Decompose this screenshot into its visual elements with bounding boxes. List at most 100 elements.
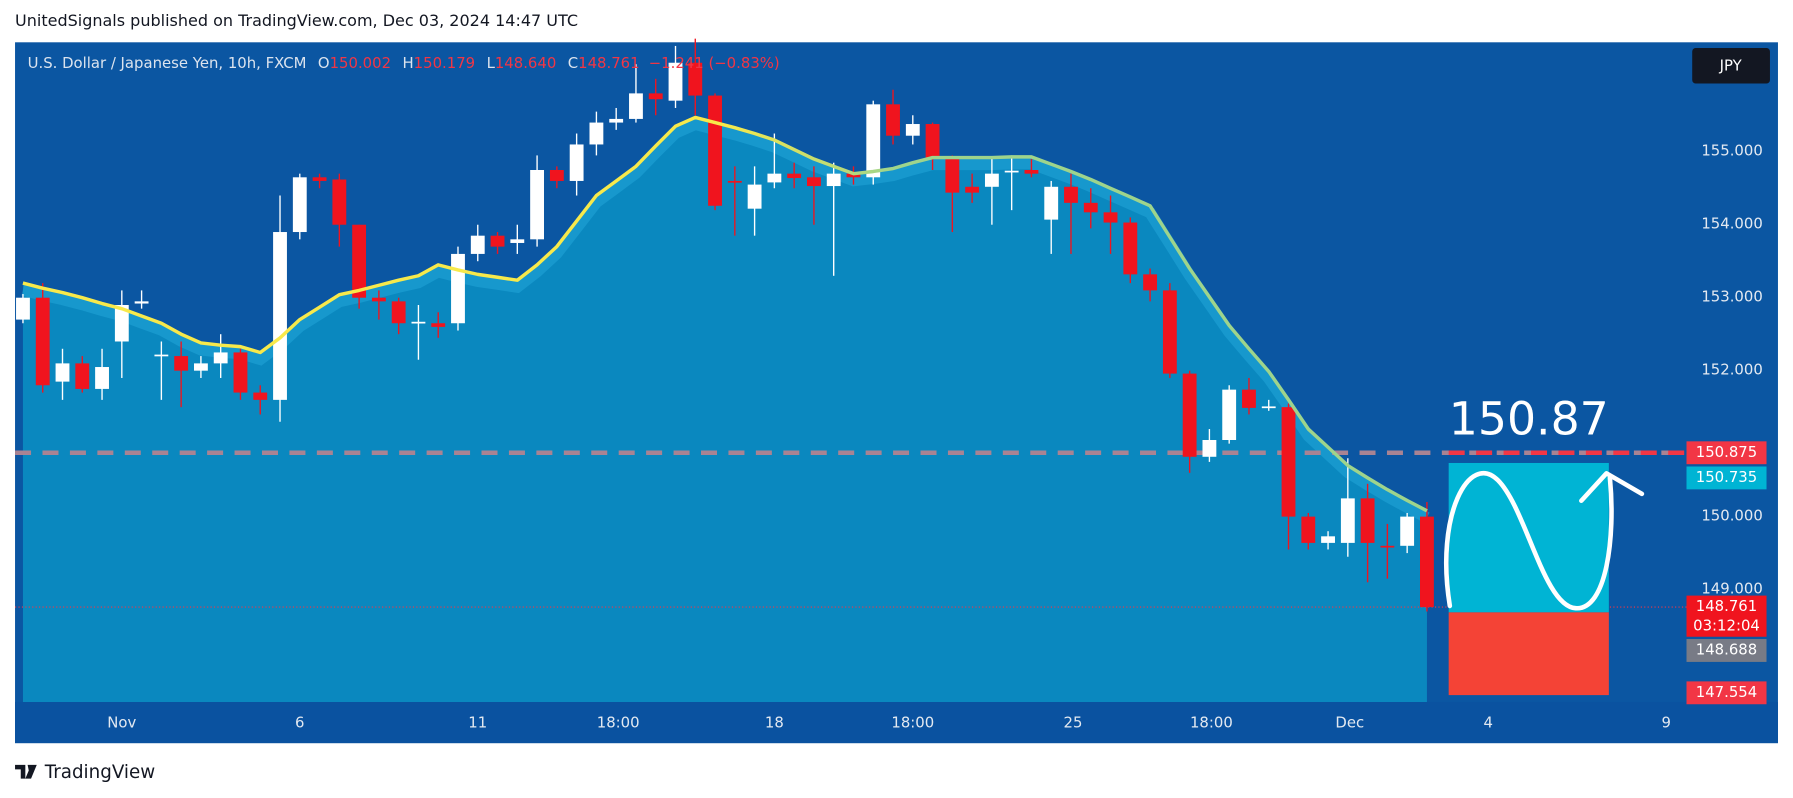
candle-body <box>273 232 287 400</box>
y-tick-label: 152.000 <box>1701 361 1762 379</box>
candle-body <box>1321 536 1335 543</box>
candle-body <box>727 180 742 183</box>
candle-body <box>371 297 386 302</box>
price-label-box <box>1686 595 1767 637</box>
candle-body <box>193 363 208 371</box>
x-tick-label: 11 <box>468 714 487 732</box>
candle-body <box>747 184 762 209</box>
candle-body <box>1044 186 1059 220</box>
time-axis <box>15 701 1778 744</box>
candle-body <box>95 367 109 389</box>
y-tick-label: 150.000 <box>1701 507 1762 525</box>
candle-body <box>905 124 920 136</box>
candle-body <box>1360 498 1375 543</box>
candle-body <box>807 177 821 187</box>
candle-body <box>470 235 485 254</box>
candle-body <box>1103 212 1118 223</box>
price-label-box <box>1686 639 1767 662</box>
candle-body <box>1143 274 1158 291</box>
price-label-box <box>1686 681 1767 705</box>
candle-body <box>1400 516 1415 546</box>
x-tick-label: 6 <box>295 714 304 732</box>
currency[interactable]: JPY <box>1719 56 1743 74</box>
legend-key: C <box>568 54 578 72</box>
candle-body <box>549 170 564 181</box>
legend-key: O <box>318 54 330 72</box>
x-tick-label: 25 <box>1064 714 1083 732</box>
candle-body <box>1340 498 1355 543</box>
price-countdown: 03:12:04 <box>1693 616 1760 634</box>
x-tick-label: Dec <box>1335 714 1364 732</box>
candle-body <box>1123 222 1138 275</box>
candle-body <box>1083 202 1098 213</box>
candle-body <box>75 363 90 389</box>
price-label: 150.735 <box>1696 468 1757 486</box>
candle-body <box>292 177 307 233</box>
candle-body <box>787 173 802 179</box>
candle-body <box>1301 516 1316 543</box>
x-tick-label: 18:00 <box>891 714 934 732</box>
legend-value: 150.179 <box>414 54 475 72</box>
candle-body <box>510 239 525 243</box>
candle-body <box>530 170 545 240</box>
candle-body <box>352 224 367 298</box>
y-tick-label: 155.000 <box>1701 142 1762 160</box>
candle-body <box>965 186 980 193</box>
price-label: 150.875 <box>1696 443 1757 461</box>
legend-key: L <box>487 54 496 72</box>
indicator-band <box>21 118 1430 523</box>
x-tick-label: 18:00 <box>1190 714 1233 732</box>
legend-value: 150.002 <box>330 54 391 72</box>
y-tick-label: 149.000 <box>1701 580 1762 598</box>
candle-body <box>1024 170 1039 174</box>
logo-text: TradingView <box>44 762 156 783</box>
candle-body <box>708 95 722 206</box>
indicator-area <box>22 117 1427 702</box>
currency-box[interactable] <box>1692 48 1770 84</box>
candle-body <box>866 104 881 178</box>
legend-value: 148.761 <box>578 54 639 72</box>
candle-body <box>154 354 169 357</box>
x-tick-label: 18 <box>765 714 784 732</box>
candle-body <box>668 62 683 101</box>
candle-body <box>114 304 129 342</box>
candle-body <box>253 392 268 400</box>
candle-body <box>55 363 70 382</box>
candle-body <box>233 352 248 393</box>
legend-change: −1.241 (−0.83%) <box>649 54 780 72</box>
candle-body <box>846 173 861 178</box>
drawn-arrow <box>1444 471 1645 611</box>
stop-zone <box>1448 612 1609 696</box>
candle-body <box>609 118 624 123</box>
x-tick-label: 4 <box>1483 714 1492 732</box>
candle-body <box>886 104 900 136</box>
candle-body <box>213 352 228 364</box>
candle-body <box>767 173 782 183</box>
candle-body <box>1004 170 1019 173</box>
legend: U.S. Dollar / Japanese Yen, 10h, FXCM O15… <box>28 54 780 72</box>
candle-body <box>648 93 663 100</box>
candle-body <box>826 173 841 187</box>
price-label-box <box>1686 441 1767 465</box>
candle-body <box>1261 406 1276 409</box>
x-tick-label: 18:00 <box>597 714 640 732</box>
candle-body <box>1182 373 1197 457</box>
candle-body <box>1420 516 1434 608</box>
candle-body <box>1064 186 1078 203</box>
legend-value: 148.640 <box>495 54 556 72</box>
candle-body <box>411 321 426 324</box>
indicator-line <box>22 115 1428 513</box>
candle-body <box>1162 290 1177 374</box>
candle-body <box>1222 389 1237 440</box>
candle-body <box>1242 389 1256 408</box>
x-tick-label: 9 <box>1661 714 1670 732</box>
legend-symbol: U.S. Dollar / Japanese Yen, 10h, FXCM <box>28 54 307 72</box>
price-label: 147.554 <box>1696 683 1757 701</box>
candle-body <box>925 124 940 160</box>
y-tick-label: 154.000 <box>1701 215 1762 233</box>
candle-body <box>391 301 406 324</box>
candle-body <box>431 323 446 327</box>
annotation: 150.87 <box>1449 392 1609 445</box>
x-tick-label: Nov <box>107 714 136 732</box>
